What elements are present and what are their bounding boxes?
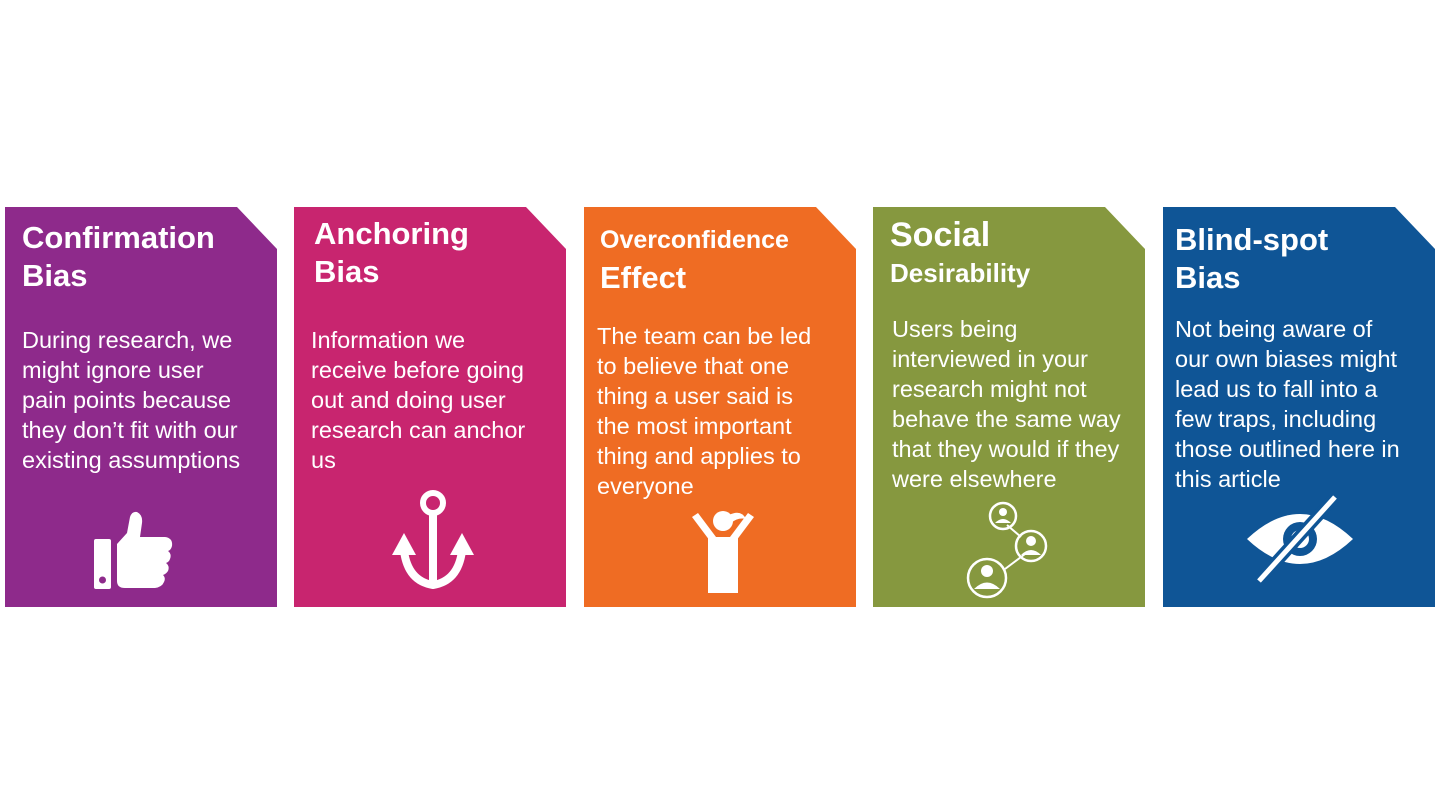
card-title-line: Bias — [1175, 260, 1241, 295]
social-network-icon — [966, 501, 1048, 599]
thumbs-up-icon — [94, 511, 173, 589]
description-line: to believe that one — [597, 353, 790, 379]
card-title: Overconfidence Effect — [600, 221, 789, 297]
card-title-line: Anchoring — [314, 216, 469, 251]
eye-slash-icon — [1247, 495, 1353, 585]
card-description: The team can be led to believe that one … — [597, 321, 811, 501]
description-line: Information we — [311, 327, 466, 353]
description-line: those outlined here in — [1175, 436, 1400, 462]
description-line: lead us to fall into a — [1175, 376, 1378, 402]
description-line: this article — [1175, 466, 1281, 492]
description-line: pain points because — [22, 387, 232, 413]
description-line: few traps, including — [1175, 406, 1377, 432]
card-description: Information we receive before going out … — [311, 325, 525, 475]
card-title-line: Desirability — [890, 258, 1031, 288]
description-line: research might not — [892, 376, 1087, 402]
card-title-line: Bias — [22, 258, 88, 293]
bias-card-anchoring: Anchoring Bias Information we receive be… — [294, 207, 566, 607]
description-line: that they would if they — [892, 436, 1120, 462]
bias-card-blind-spot: Blind-spot Bias Not being aware of our o… — [1163, 207, 1435, 607]
card-title-line: Effect — [600, 260, 687, 295]
bias-card-confirmation: Confirmation Bias During research, we mi… — [5, 207, 277, 607]
description-line: thing a user said is — [597, 383, 793, 409]
description-line: receive before going — [311, 357, 524, 383]
card-description: Users being interviewed in your research… — [892, 314, 1121, 494]
description-line: Users being — [892, 316, 1018, 342]
description-line: were elsewhere — [892, 466, 1057, 492]
description-line: behave the same way — [892, 406, 1121, 432]
description-line: interviewed in your — [892, 346, 1088, 372]
description-line: everyone — [597, 473, 694, 499]
description-line: us — [311, 447, 336, 473]
card-title: Confirmation Bias — [22, 219, 215, 295]
description-line: Not being aware of — [1175, 316, 1373, 342]
card-title: Blind-spot Bias — [1175, 221, 1328, 297]
description-line: our own biases might — [1175, 346, 1398, 372]
description-line: might ignore user — [22, 357, 204, 383]
description-line: the most important — [597, 413, 792, 439]
card-title-line: Overconfidence — [600, 226, 789, 254]
card-title-line: Social — [890, 216, 991, 254]
card-title-line: Confirmation — [22, 220, 215, 255]
card-title-line: Blind-spot — [1175, 222, 1329, 257]
bias-card-overconfidence: Overconfidence Effect The team can be le… — [584, 207, 856, 607]
card-description: Not being aware of our own biases might … — [1175, 314, 1400, 494]
card-title-line: Bias — [314, 254, 380, 289]
description-line: existing assumptions — [22, 447, 241, 473]
description-line: thing and applies to — [597, 443, 801, 469]
card-title: Social Desirability — [890, 216, 1030, 292]
card-description: During research, we might ignore user pa… — [22, 325, 240, 475]
bias-card-social-desirability: Social Desirability Users being intervie… — [873, 207, 1145, 607]
description-line: out and doing user — [311, 387, 506, 413]
anchor-icon — [392, 490, 474, 590]
cheering-person-icon — [692, 511, 754, 593]
description-line: research can anchor — [311, 417, 526, 443]
card-title: Anchoring Bias — [314, 215, 469, 291]
description-line: they don’t fit with our — [22, 417, 238, 443]
description-line: During research, we — [22, 327, 233, 353]
description-line: The team can be led — [597, 323, 812, 349]
